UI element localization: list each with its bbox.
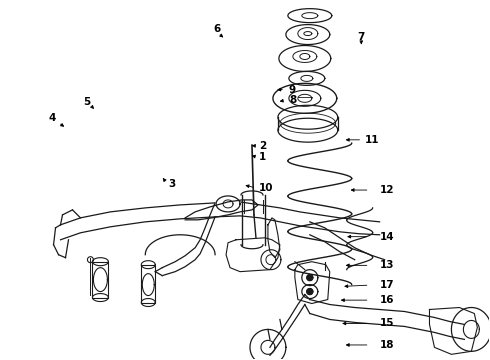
Text: 4: 4	[49, 113, 56, 123]
Text: 15: 15	[379, 319, 394, 328]
Polygon shape	[295, 262, 330, 303]
Polygon shape	[451, 307, 490, 351]
Polygon shape	[307, 275, 313, 280]
Polygon shape	[93, 262, 108, 298]
Text: 10: 10	[259, 183, 273, 193]
Polygon shape	[216, 196, 240, 212]
Text: 11: 11	[365, 135, 379, 145]
Text: 12: 12	[379, 185, 394, 195]
Text: 3: 3	[168, 179, 175, 189]
Text: 14: 14	[379, 232, 394, 242]
Text: 5: 5	[83, 97, 90, 107]
Polygon shape	[226, 238, 280, 272]
Polygon shape	[250, 329, 286, 360]
Text: 1: 1	[259, 152, 266, 162]
Text: 18: 18	[379, 340, 394, 350]
Polygon shape	[429, 307, 477, 354]
Polygon shape	[185, 200, 258, 220]
Text: 6: 6	[213, 24, 220, 35]
Text: 13: 13	[379, 260, 394, 270]
Polygon shape	[141, 265, 155, 302]
Text: 16: 16	[379, 295, 394, 305]
Text: 2: 2	[259, 141, 266, 151]
Polygon shape	[307, 289, 313, 294]
Text: 8: 8	[289, 95, 296, 105]
Text: 17: 17	[379, 280, 394, 290]
Polygon shape	[268, 218, 280, 258]
Text: 9: 9	[289, 85, 296, 95]
Text: 7: 7	[357, 32, 365, 41]
